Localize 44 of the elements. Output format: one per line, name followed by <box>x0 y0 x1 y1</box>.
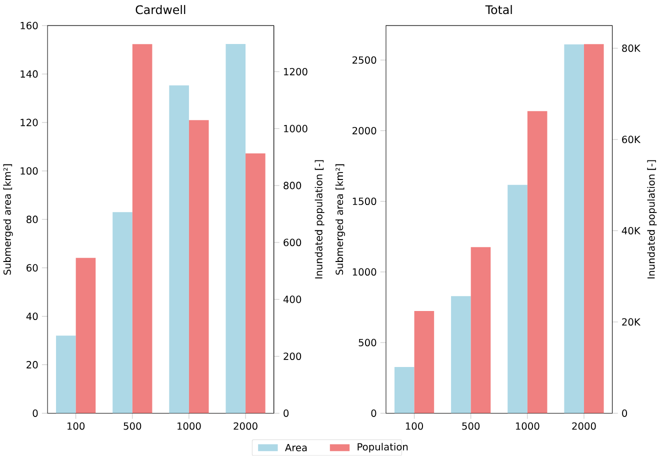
chart-title: Cardwell <box>136 5 186 14</box>
y-tick-label: 120 <box>20 118 38 126</box>
y2-tick-label: 400 <box>283 296 302 304</box>
y2-axis-title: Inundated population [-] <box>314 160 324 278</box>
y2-tick-label: 60K <box>622 136 641 144</box>
y-axis-title: Submerged area [km²] <box>3 164 13 275</box>
x-tick-label: 500 <box>462 422 480 430</box>
y-tick-label: 80 <box>26 216 38 224</box>
x-tick-label: 100 <box>406 422 423 430</box>
chart-title: Total <box>485 5 512 14</box>
y2-tick-label: 1000 <box>284 124 308 132</box>
y2-tick-label: 20K <box>622 318 641 326</box>
y2-tick-label: 0 <box>284 410 289 418</box>
y2-tick-label: 1200 <box>284 68 308 76</box>
y-tick-label: 2000 <box>352 127 376 135</box>
y-tick-label: 100 <box>20 167 38 175</box>
legend-label: Area <box>285 444 307 452</box>
y2-tick-label: 600 <box>284 238 302 246</box>
y-axis-title: Submerged area [km²] <box>335 164 345 275</box>
x-tick-label: 1000 <box>178 422 201 430</box>
y2-tick-label: 80K <box>622 44 641 52</box>
y-tick-label: 0 <box>371 410 376 418</box>
y-tick-label: 160 <box>20 22 38 30</box>
y-tick-label: 500 <box>358 338 376 346</box>
y-tick-label: 1500 <box>352 198 376 206</box>
y-tick-label: 1000 <box>352 268 376 276</box>
y2-tick-label: 40K <box>622 227 641 235</box>
y2-tick-label: 200 <box>284 352 302 360</box>
bar <box>414 311 434 414</box>
x-tick-label: 2000 <box>234 422 258 430</box>
x-tick-label: 500 <box>124 422 142 430</box>
x-tick-label: 2000 <box>572 422 596 430</box>
y-tick-label: 2500 <box>352 56 376 64</box>
y2-tick-label: 0 <box>622 410 628 418</box>
y2-tick-label: 800 <box>284 182 302 190</box>
y2-axis-title: Inundated population [-] <box>647 160 657 278</box>
y-tick-label: 0 <box>32 410 38 418</box>
y-tick-label: 140 <box>20 70 38 78</box>
y-tick-label: 60 <box>26 264 38 272</box>
y-tick-label: 20 <box>26 361 38 369</box>
legend-label: Population <box>358 443 408 453</box>
x-tick-label: 100 <box>68 422 85 430</box>
x-tick-label: 1000 <box>516 422 540 430</box>
y-tick-label: 40 <box>26 312 38 320</box>
